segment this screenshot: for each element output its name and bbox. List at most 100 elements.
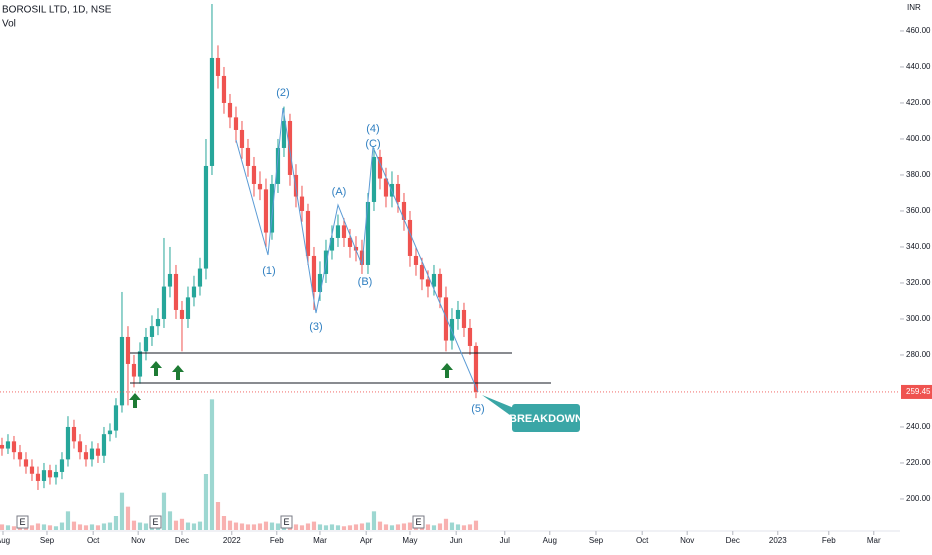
volume-bar — [251, 524, 257, 530]
candle-body — [209, 57, 215, 166]
candle-body — [371, 156, 377, 202]
volume-bar — [83, 525, 89, 530]
candle-body — [0, 444, 5, 449]
candle-body — [191, 286, 197, 298]
wave-label: (C) — [365, 138, 380, 150]
candle-body — [65, 426, 71, 460]
candle-layer — [0, 3, 479, 490]
x-tick-label: Jun — [450, 536, 463, 545]
candle-body — [407, 219, 413, 256]
volume-bar — [407, 522, 413, 530]
candle-body — [425, 279, 431, 287]
volume-bar — [437, 523, 443, 530]
volume-bar — [347, 525, 353, 530]
candle-body — [35, 473, 41, 481]
y-tick-label: 460.00 — [906, 26, 931, 35]
y-tick-label: 360.00 — [906, 206, 931, 215]
volume-bar — [299, 525, 305, 530]
volume-bar — [467, 524, 473, 530]
volume-layer — [0, 399, 479, 530]
volume-bar — [197, 521, 203, 530]
arrows — [129, 361, 453, 408]
volume-bar — [71, 521, 77, 530]
candle-body — [473, 345, 479, 392]
volume-bar — [245, 524, 251, 530]
candle-body — [59, 459, 65, 472]
candle-body — [281, 120, 287, 148]
candle-body — [413, 255, 419, 265]
volume-bar — [443, 518, 449, 530]
candle-body — [77, 441, 83, 453]
candle-body — [443, 297, 449, 341]
earnings-box — [149, 515, 162, 529]
last-price-box — [901, 384, 932, 399]
y-tick-label: 300.00 — [906, 314, 931, 323]
volume-bar — [143, 523, 149, 530]
volume-bar — [131, 520, 137, 530]
x-tick-label: Oct — [87, 536, 100, 545]
y-tick-label: 200.00 — [906, 494, 931, 503]
volume-bar — [359, 523, 365, 530]
volume-bar — [221, 516, 227, 530]
volume-bar — [185, 522, 191, 530]
volume-label: Vol — [2, 19, 16, 30]
arrow-up — [129, 393, 141, 408]
volume-bar — [11, 526, 17, 530]
candle-body — [185, 297, 191, 319]
candle-body — [5, 441, 11, 449]
volume-bar — [167, 511, 173, 530]
volume-bar — [395, 524, 401, 530]
volume-bar — [371, 511, 377, 530]
candle-body — [461, 309, 467, 328]
candle-body — [317, 273, 323, 292]
candle-body — [299, 196, 305, 211]
wave-label: (B) — [358, 276, 373, 288]
x-tick-label: Nov — [680, 536, 694, 545]
arrow-up — [441, 363, 453, 378]
candle-body — [401, 201, 407, 220]
candle-body — [29, 466, 35, 474]
y-tick-label: 320.00 — [906, 278, 931, 287]
y-tick-label: 220.00 — [906, 458, 931, 467]
candle-body — [83, 452, 89, 460]
volume-bar — [305, 523, 311, 530]
candle-body — [173, 273, 179, 310]
candle-body — [257, 183, 263, 190]
volume-bar — [239, 523, 245, 530]
x-tick-label: Dec — [175, 536, 189, 545]
x-tick-label: Mar — [867, 536, 881, 545]
candle-body — [17, 452, 23, 460]
volume-bar — [461, 525, 467, 530]
candle-body — [227, 102, 233, 118]
volume-bar — [137, 522, 143, 530]
candle-body — [275, 147, 281, 184]
arrow-up — [172, 365, 184, 380]
candle-body — [251, 165, 257, 184]
volume-bar — [233, 522, 239, 530]
x-tick-label: Oct — [636, 536, 649, 545]
candle-body — [161, 286, 167, 319]
volume-bar — [455, 524, 461, 530]
earnings-label: E — [152, 517, 158, 527]
volume-bar — [107, 522, 113, 530]
candle-body — [23, 459, 29, 467]
candle-body — [131, 363, 137, 377]
candle-body — [119, 336, 125, 406]
wave-label: (4) — [366, 123, 379, 135]
y-tick-label: 240.00 — [906, 422, 931, 431]
y-tick-label: 380.00 — [906, 170, 931, 179]
volume-bar — [227, 520, 233, 530]
x-tick-label: Nov — [131, 536, 145, 545]
volume-bar — [125, 506, 131, 530]
volume-bar — [257, 523, 263, 530]
candle-body — [125, 336, 131, 364]
candle-body — [431, 273, 437, 287]
candle-body — [359, 250, 365, 265]
candle-body — [179, 309, 185, 319]
candle-body — [149, 326, 155, 337]
currency-label: INR — [907, 3, 921, 12]
candle-body — [155, 318, 161, 327]
earnings-box — [16, 515, 29, 529]
candle-body — [419, 264, 425, 280]
